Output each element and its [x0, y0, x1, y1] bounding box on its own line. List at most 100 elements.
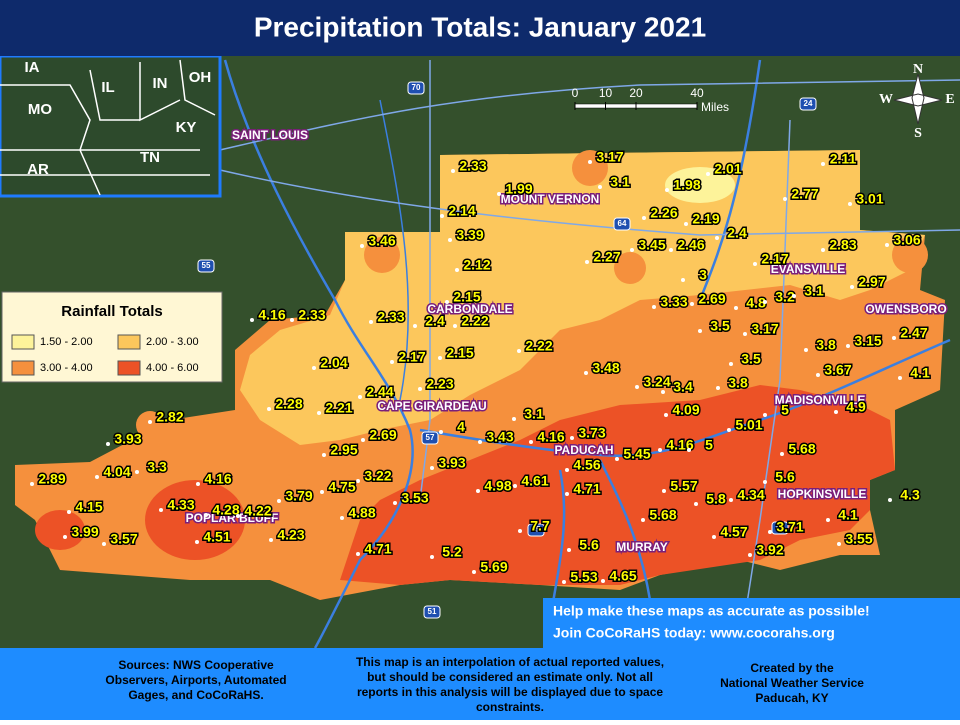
- station-dot: [768, 530, 772, 534]
- station-value: 3.53: [401, 490, 428, 506]
- station-dot: [448, 238, 452, 242]
- state-label: MO: [28, 101, 52, 118]
- station-dot: [848, 202, 852, 206]
- station-dot: [892, 336, 896, 340]
- station-value: 2.11: [830, 151, 857, 167]
- state-label: KY: [176, 119, 197, 136]
- rainfall-zones: [15, 150, 945, 600]
- highway-label: 57: [426, 433, 435, 442]
- station-dot: [356, 552, 360, 556]
- highway-label: 51: [428, 607, 437, 616]
- station-value: 3.57: [110, 531, 137, 547]
- station-dot: [652, 305, 656, 309]
- station-value: 3.24: [643, 374, 670, 390]
- station-dot: [267, 407, 271, 411]
- station-dot: [195, 540, 199, 544]
- station-value: 2.01: [714, 161, 741, 177]
- station-dot: [615, 457, 619, 461]
- station-dot: [792, 294, 796, 298]
- station-dot: [340, 516, 344, 520]
- station-dot: [445, 300, 449, 304]
- station-dot: [565, 468, 569, 472]
- station-value: 2.69: [369, 427, 396, 443]
- station-dot: [658, 448, 662, 452]
- station-value: 5.8: [706, 491, 726, 507]
- station-value: 2.4: [425, 313, 445, 329]
- station-dot: [888, 498, 892, 502]
- scale-label: 20: [629, 86, 643, 100]
- state-label: IA: [25, 59, 40, 76]
- state-lines: [0, 59, 216, 196]
- title-bar: [0, 0, 960, 56]
- highway-label: 55: [202, 261, 211, 270]
- scale-label: 0: [572, 86, 579, 100]
- station-value: 3.79: [285, 488, 312, 504]
- station-value: 4.3: [900, 487, 920, 503]
- state-label: AR: [27, 161, 49, 178]
- highway-shield: [423, 605, 441, 619]
- footer-disclaimer: This map is an interpolation of actual r…: [356, 655, 664, 669]
- station-dot: [630, 248, 634, 252]
- help-box: [543, 598, 960, 648]
- station-dot: [517, 349, 521, 353]
- station-value: 3.15: [854, 333, 881, 349]
- footer-sources: Gages, and CoCoRaHS.: [128, 688, 263, 702]
- station-value: 4.23: [277, 527, 304, 543]
- station-value: 5.69: [480, 559, 507, 575]
- station-dot: [478, 440, 482, 444]
- highway-label: 24: [804, 99, 813, 108]
- city-label: SAINT LOUIS: [232, 128, 308, 142]
- station-value: 3.71: [776, 519, 803, 535]
- footer-disclaimer: constraints.: [476, 700, 544, 714]
- station-dot: [322, 453, 326, 457]
- zone-3-4: [892, 237, 928, 273]
- station-value: 3.92: [756, 542, 783, 558]
- station-value: 2.97: [858, 274, 885, 290]
- station-value: 2.21: [325, 400, 352, 416]
- station-dot: [440, 214, 444, 218]
- station-value: 2.28: [275, 396, 302, 412]
- station-value: 3.99: [71, 524, 98, 540]
- station-value: 5.6: [775, 469, 795, 485]
- station-dot: [641, 518, 645, 522]
- station-dot: [135, 470, 139, 474]
- station-dot: [455, 268, 459, 272]
- legend: Rainfall Totals 1.50 - 2.00 2.00 - 3.00 3.…: [1, 291, 223, 383]
- station-value: 5: [781, 402, 789, 418]
- station-dot: [159, 508, 163, 512]
- stations: 2.33 3.17 3.1 1.99 2.01 1.98 2.11 2.77 3.01 2.14 3…: [30, 147, 931, 586]
- station-value: 4.56: [573, 457, 600, 473]
- station-value: 4.09: [672, 402, 699, 418]
- station-value: 3.45: [638, 237, 665, 253]
- station-dot: [361, 438, 365, 442]
- station-value: 4.71: [573, 481, 600, 497]
- station-dot: [684, 222, 688, 226]
- station-dot: [662, 489, 666, 493]
- station-value: 4.15: [75, 499, 102, 515]
- station-value: 4.61: [521, 473, 548, 489]
- station-value: 4.33: [167, 497, 194, 513]
- station-dot: [476, 489, 480, 493]
- station-dot: [661, 390, 665, 394]
- city-label: HOPKINSVILLE: [778, 487, 867, 501]
- station-dot: [664, 413, 668, 417]
- scale-label: 40: [690, 86, 704, 100]
- station-value: 2.26: [650, 205, 677, 221]
- station-dot: [518, 529, 522, 533]
- station-value: 2.83: [829, 237, 856, 253]
- station-value: 4.16: [204, 471, 231, 487]
- station-value: 4.04: [103, 464, 130, 480]
- station-value: 1.99: [505, 181, 532, 197]
- station-dot: [472, 570, 476, 574]
- station-dot: [734, 306, 738, 310]
- zone-3-4: [364, 237, 400, 273]
- compass-south: S: [914, 126, 922, 141]
- station-dot: [204, 513, 208, 517]
- zone-3-4: [136, 411, 164, 439]
- station-value: 4.75: [328, 479, 355, 495]
- station-value: 3.8: [816, 337, 836, 353]
- station-value: 2.23: [426, 376, 453, 392]
- city-label: CAPE GIRARDEAU: [377, 399, 486, 413]
- station-dot: [290, 318, 294, 322]
